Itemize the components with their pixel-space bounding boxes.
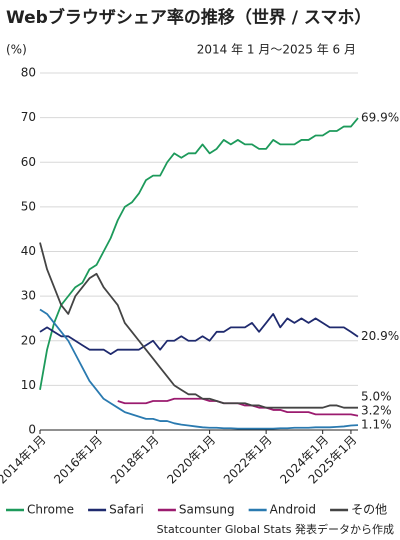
y-tick-label: 10 <box>21 378 36 392</box>
x-tick-label: 2018年1月 <box>108 433 162 487</box>
legend-label: Samsung <box>179 503 235 517</box>
end-value-label: 69.9% <box>361 111 399 125</box>
series-line <box>39 313 359 356</box>
series-line <box>39 242 358 409</box>
legend-label: Chrome <box>27 503 74 517</box>
x-tick-label: 2020年1月 <box>164 433 218 487</box>
y-tick-label: 50 <box>21 199 36 213</box>
legend-label: Safari <box>109 503 144 517</box>
chart-title: Webブラウザシェア率の推移（世界 / スマホ） <box>6 7 371 28</box>
end-value-label: 3.2% <box>361 404 392 418</box>
end-value-label: 20.9% <box>361 329 399 343</box>
y-tick-label: 40 <box>21 244 36 258</box>
y-tick-label: 0 <box>28 423 36 437</box>
x-tick-label: 2022年1月 <box>221 433 275 487</box>
source-note: Statcounter Global Stats 発表データから作成 <box>157 522 394 536</box>
legend-label: Android <box>270 503 316 517</box>
end-value-label: 5.0% <box>361 390 392 404</box>
y-tick-label: 30 <box>21 289 36 303</box>
chart-subtitle: 2014 年 1 月〜2025 年 6 月 <box>197 43 356 57</box>
series-line <box>39 117 359 390</box>
legend-label: その他 <box>351 503 387 517</box>
end-value-label: 1.1% <box>361 418 392 432</box>
x-tick-label: 2014年1月 <box>0 433 49 487</box>
y-tick-label: 70 <box>21 110 36 124</box>
y-tick-label: 80 <box>21 66 36 80</box>
y-tick-label: 60 <box>21 155 36 169</box>
y-axis-label: (%) <box>6 43 27 57</box>
x-tick-label: 2016年1月 <box>51 433 105 487</box>
y-tick-label: 20 <box>21 333 36 347</box>
series-line <box>39 308 359 430</box>
